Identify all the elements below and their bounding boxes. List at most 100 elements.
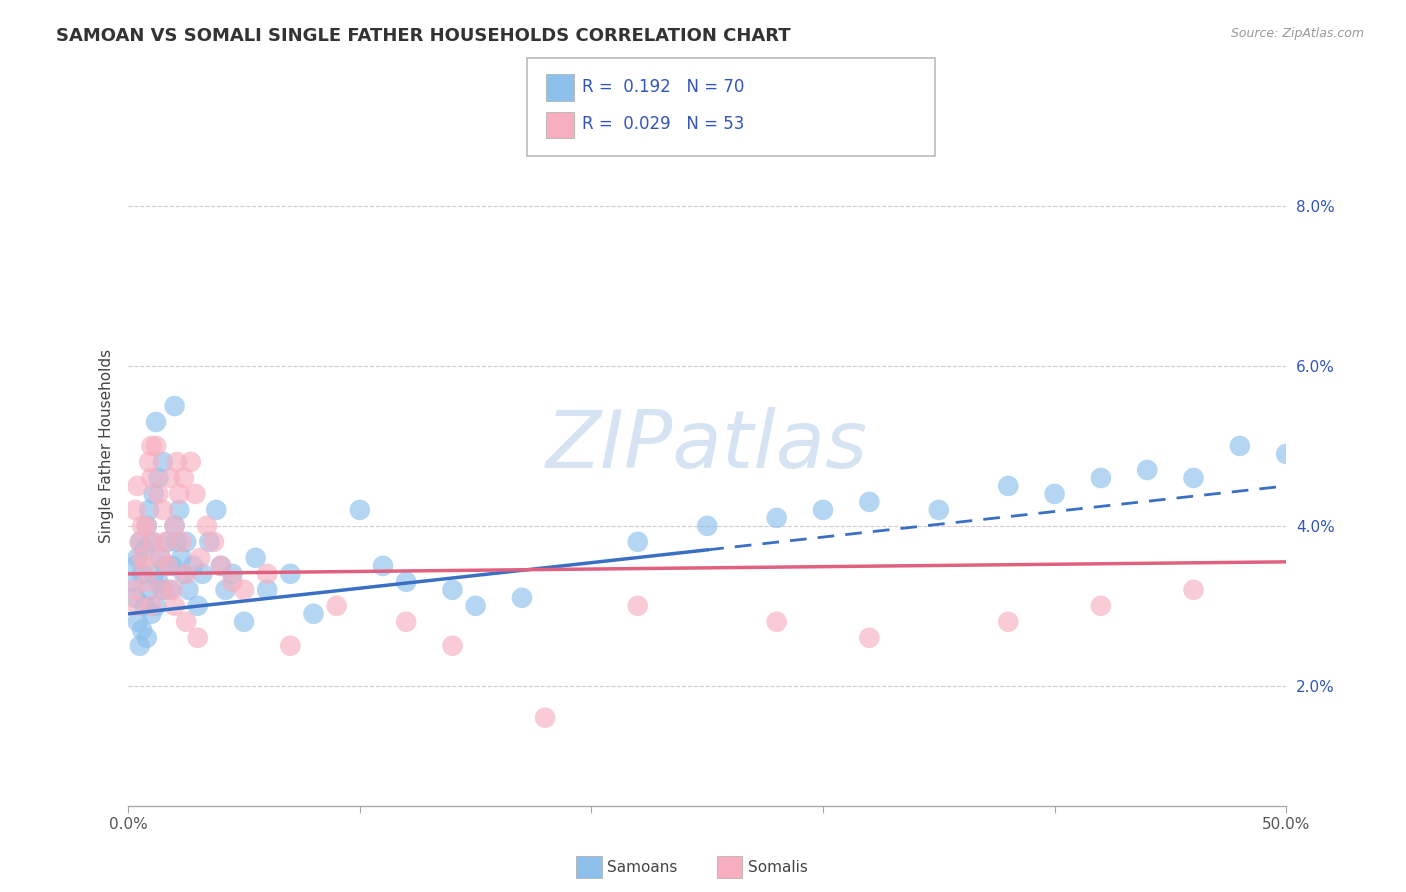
- Point: [174, 534, 197, 549]
- Point: [167, 487, 190, 501]
- Point: [441, 639, 464, 653]
- Point: [464, 599, 486, 613]
- Point: [627, 534, 650, 549]
- Point: [1229, 439, 1251, 453]
- Point: [245, 550, 267, 565]
- Point: [349, 503, 371, 517]
- Point: [371, 558, 394, 573]
- Point: [173, 471, 195, 485]
- Point: [124, 558, 146, 573]
- Point: [928, 503, 950, 517]
- Point: [858, 495, 880, 509]
- Point: [184, 487, 207, 501]
- Point: [233, 615, 256, 629]
- Point: [191, 566, 214, 581]
- Point: [811, 503, 834, 517]
- Point: [142, 534, 165, 549]
- Point: [170, 534, 193, 549]
- Point: [166, 534, 188, 549]
- Point: [187, 599, 209, 613]
- Point: [233, 582, 256, 597]
- Point: [510, 591, 533, 605]
- Point: [534, 711, 557, 725]
- Point: [162, 558, 184, 573]
- Point: [997, 615, 1019, 629]
- Point: [209, 558, 232, 573]
- Point: [280, 639, 302, 653]
- Point: [128, 534, 150, 549]
- Point: [1136, 463, 1159, 477]
- Point: [395, 615, 418, 629]
- Point: [173, 566, 195, 581]
- Point: [141, 607, 163, 621]
- Point: [128, 639, 150, 653]
- Point: [159, 471, 181, 485]
- Point: [858, 631, 880, 645]
- Point: [135, 519, 157, 533]
- Point: [198, 534, 221, 549]
- Point: [127, 550, 149, 565]
- Y-axis label: Single Father Households: Single Father Households: [100, 349, 114, 543]
- Point: [131, 566, 153, 581]
- Point: [152, 582, 174, 597]
- Text: SAMOAN VS SOMALI SINGLE FATHER HOUSEHOLDS CORRELATION CHART: SAMOAN VS SOMALI SINGLE FATHER HOUSEHOLD…: [56, 27, 790, 45]
- Point: [135, 519, 157, 533]
- Point: [181, 558, 204, 573]
- Point: [142, 487, 165, 501]
- Point: [124, 591, 146, 605]
- Point: [127, 615, 149, 629]
- Point: [696, 519, 718, 533]
- Point: [765, 511, 787, 525]
- Point: [221, 566, 243, 581]
- Point: [170, 550, 193, 565]
- Point: [138, 503, 160, 517]
- Point: [256, 582, 278, 597]
- Point: [441, 582, 464, 597]
- Point: [1275, 447, 1298, 461]
- Point: [135, 631, 157, 645]
- Text: R =  0.029   N = 53: R = 0.029 N = 53: [582, 115, 744, 133]
- Point: [152, 582, 174, 597]
- Point: [1090, 471, 1112, 485]
- Point: [131, 550, 153, 565]
- Point: [167, 503, 190, 517]
- Point: [188, 550, 211, 565]
- Point: [205, 503, 228, 517]
- Point: [134, 599, 156, 613]
- Point: [152, 455, 174, 469]
- Point: [131, 623, 153, 637]
- Point: [134, 542, 156, 557]
- Point: [142, 566, 165, 581]
- Point: [180, 455, 202, 469]
- Point: [145, 439, 167, 453]
- Point: [127, 599, 149, 613]
- Point: [135, 574, 157, 589]
- Point: [131, 519, 153, 533]
- Point: [156, 558, 179, 573]
- Text: Source: ZipAtlas.com: Source: ZipAtlas.com: [1230, 27, 1364, 40]
- Point: [187, 631, 209, 645]
- Point: [1182, 582, 1205, 597]
- Point: [174, 566, 197, 581]
- Point: [163, 519, 186, 533]
- Point: [155, 558, 177, 573]
- Point: [149, 550, 172, 565]
- Point: [163, 519, 186, 533]
- Point: [128, 534, 150, 549]
- Point: [174, 615, 197, 629]
- Point: [152, 503, 174, 517]
- Point: [1182, 471, 1205, 485]
- Point: [163, 399, 186, 413]
- Point: [1043, 487, 1066, 501]
- Point: [325, 599, 347, 613]
- Point: [395, 574, 418, 589]
- Point: [141, 599, 163, 613]
- Point: [156, 534, 179, 549]
- Point: [162, 582, 184, 597]
- Text: Somalis: Somalis: [748, 860, 808, 874]
- Point: [122, 582, 145, 597]
- Point: [148, 487, 170, 501]
- Point: [1090, 599, 1112, 613]
- Point: [149, 550, 172, 565]
- Point: [138, 582, 160, 597]
